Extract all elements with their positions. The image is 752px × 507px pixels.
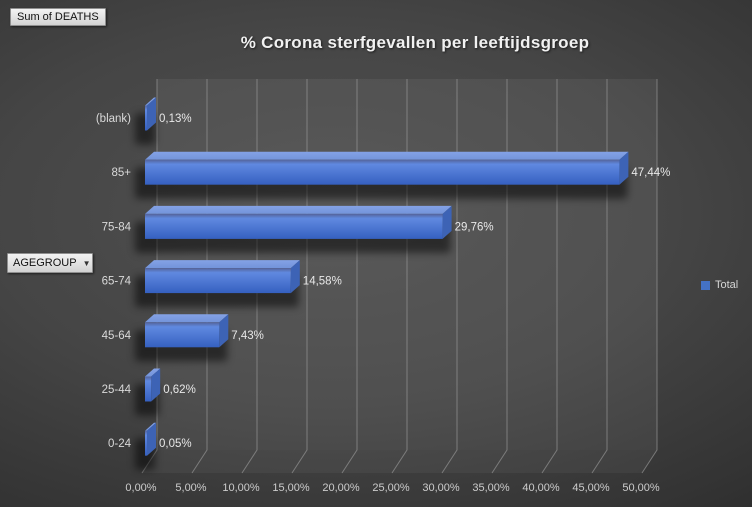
gridline-5,00% (191, 79, 208, 474)
legend[interactable]: Total (701, 279, 738, 291)
gridline-30,00% (441, 79, 458, 474)
gridline-20,00% (341, 79, 358, 474)
tick-label-25,00%: 25,00% (372, 482, 410, 494)
axis-field-button[interactable]: AGEGROUP ▼ (7, 253, 93, 273)
gridline-10,00% (241, 79, 258, 474)
category-label-45-64: 45-64 (102, 330, 132, 342)
chart-title: % Corona sterfgevallen per leeftijdsgroe… (240, 33, 590, 52)
gridline-25,00% (391, 79, 408, 474)
tick-label-15,00%: 15,00% (272, 482, 310, 494)
category-label-25-44: 25-44 (102, 384, 132, 396)
gridline-50,00% (641, 79, 658, 474)
category-label-85+: 85+ (111, 167, 131, 179)
category-label-0-24: 0-24 (108, 438, 132, 450)
gridline-35,00% (491, 79, 508, 474)
tick-label-10,00%: 10,00% (222, 482, 260, 494)
bar-45-64[interactable] (145, 314, 229, 348)
value-label-(blank): 0,13% (159, 113, 192, 125)
bar-65-74[interactable] (145, 260, 300, 294)
gridline-45,00% (591, 79, 608, 474)
gridline-15,00% (291, 79, 308, 474)
dropdown-arrow-icon: ▼ (82, 258, 91, 268)
value-field-button[interactable]: Sum of DEATHS (10, 8, 106, 26)
category-label-(blank): (blank) (96, 113, 131, 125)
tick-label-30,00%: 30,00% (422, 482, 460, 494)
bar-85+[interactable] (145, 151, 629, 185)
value-label-25-44: 0,62% (163, 384, 196, 396)
value-label-45-64: 7,43% (231, 330, 264, 342)
axis-field-label: AGEGROUP (13, 257, 77, 269)
tick-label-35,00%: 35,00% (472, 482, 510, 494)
bar-(blank)[interactable] (145, 97, 156, 131)
legend-swatch-total (701, 280, 710, 290)
tick-label-0,00%: 0,00% (125, 482, 156, 494)
bar-25-44[interactable] (145, 368, 161, 402)
tick-label-40,00%: 40,00% (522, 482, 560, 494)
bar-0-24[interactable] (145, 422, 156, 456)
category-label-75-84: 75-84 (102, 221, 132, 233)
tick-label-5,00%: 5,00% (175, 482, 206, 494)
tick-label-20,00%: 20,00% (322, 482, 360, 494)
value-label-85+: 47,44% (631, 167, 670, 179)
value-label-65-74: 14,58% (303, 276, 342, 288)
tick-label-45,00%: 45,00% (572, 482, 610, 494)
value-label-75-84: 29,76% (455, 221, 494, 233)
bar-75-84[interactable] (145, 205, 452, 239)
category-label-65-74: 65-74 (102, 276, 132, 288)
value-label-0-24: 0,05% (159, 438, 192, 450)
legend-label-total: Total (715, 279, 739, 291)
tick-label-50,00%: 50,00% (622, 482, 660, 494)
gridline-40,00% (541, 79, 558, 474)
